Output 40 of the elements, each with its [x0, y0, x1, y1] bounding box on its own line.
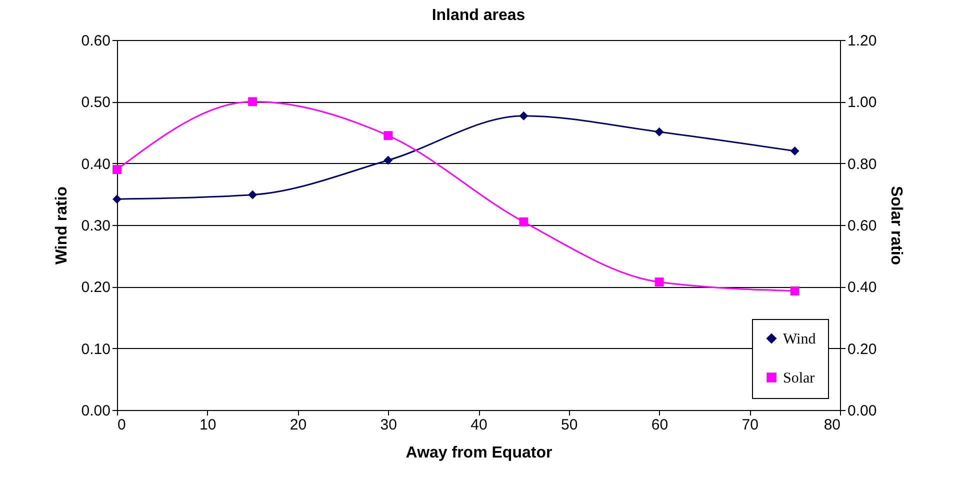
y2-tick-label: 0.60 [848, 218, 877, 234]
y-tick-label: 0.30 [81, 218, 110, 234]
point [248, 190, 258, 200]
y2-tick-label: 1.20 [848, 32, 877, 50]
y-tick-label: 0.00 [81, 402, 110, 420]
y2-tick-label: 0.00 [848, 402, 877, 420]
chart-title: Inland areas [432, 7, 526, 24]
x-tick-label: 30 [380, 416, 397, 434]
x-tick-label: 40 [470, 416, 488, 434]
y2-axis-title: Solar ratio [888, 186, 905, 266]
point [384, 156, 393, 165]
x-tick-label: 60 [651, 416, 668, 434]
y2-tick-label: 1.00 [848, 94, 877, 112]
point [654, 278, 664, 287]
point [790, 146, 800, 156]
y-tick-label: 0.40 [81, 156, 110, 173]
y2-tick-label: 0.80 [848, 156, 877, 173]
y-axis-title: Wind ratio [53, 186, 70, 265]
x-tick-label: 50 [561, 416, 578, 434]
y-tick-label: 0.10 [81, 340, 110, 358]
x-tick-label: 0 [118, 416, 126, 434]
y-tick-label: 0.60 [81, 32, 110, 50]
legend-label: Solar [783, 370, 815, 386]
y-tick-label: 0.50 [81, 94, 110, 112]
point [519, 217, 528, 226]
x-tick-label: 70 [742, 416, 758, 434]
y2-tick-label: 0.20 [848, 340, 877, 358]
y-tick-label: 0.20 [81, 279, 110, 296]
point [654, 127, 664, 136]
x-axis-title: Away from Equator [406, 444, 552, 462]
legend-label: Wind [783, 332, 816, 348]
point [384, 131, 393, 140]
x-tick-label: 80 [824, 416, 840, 434]
point [519, 111, 528, 120]
y2-tick-label: 0.40 [848, 279, 877, 296]
x-tick-label: 10 [200, 416, 216, 434]
point [790, 286, 800, 296]
point [112, 194, 122, 204]
x-tick-label: 20 [290, 416, 307, 434]
point [248, 97, 258, 106]
